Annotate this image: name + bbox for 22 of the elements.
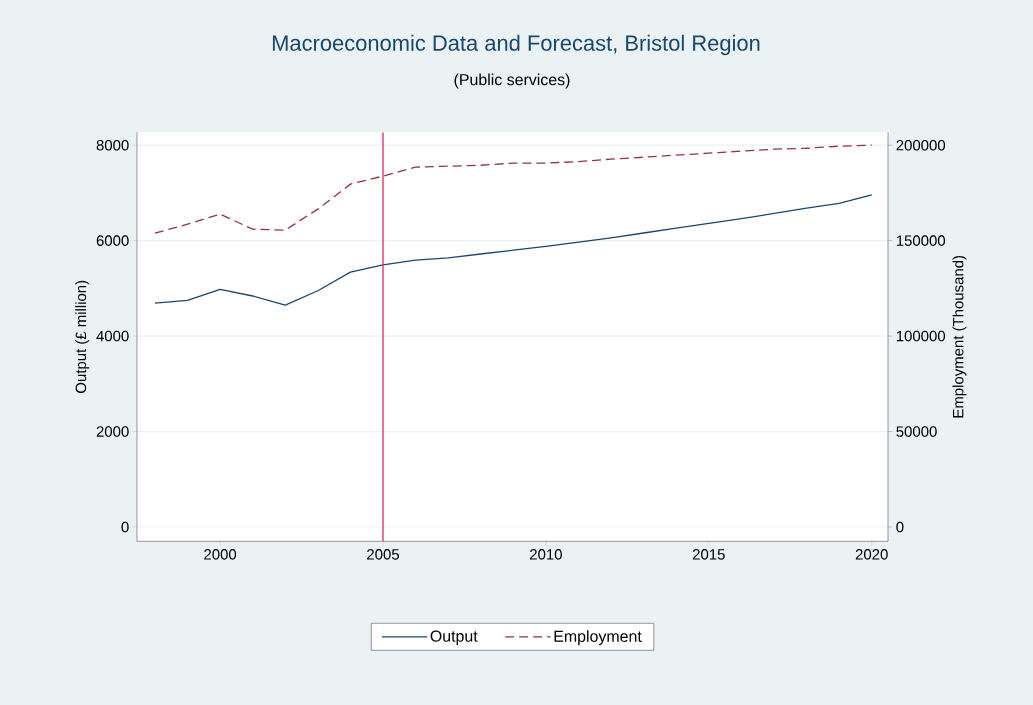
y-tick-label: 6000 (96, 235, 129, 246)
x-tick-label: 2010 (530, 549, 562, 560)
y-tick-label: 2000 (96, 426, 129, 437)
y2-tick-label: 100000 (896, 330, 946, 342)
y-tick-label: 8000 (96, 139, 129, 151)
line-series (154, 144, 873, 234)
y-axis-title: Output (£ million) (75, 280, 90, 393)
x-tick-label: 2015 (692, 549, 725, 560)
y-tick-label: 0 (121, 521, 129, 533)
y2-axis-title: Employment (Thousand) (952, 255, 967, 418)
legend-label: Employment (554, 630, 642, 646)
legend-label: Output (430, 630, 478, 645)
x-tick-label: 2020 (855, 549, 888, 560)
x-tick-label: 2005 (367, 549, 399, 560)
chart-subtitle: (Public services) (454, 73, 570, 89)
chart-title: Macroeconomic Data and Forecast, Bristol Region (272, 34, 760, 56)
x-tick-label: 2000 (204, 549, 237, 560)
y-tick-label: 4000 (96, 330, 129, 342)
y2-tick-label: 50000 (896, 426, 937, 437)
y2-tick-label: 150000 (896, 235, 946, 246)
y2-tick-label: 200000 (896, 139, 946, 151)
y2-tick-label: 0 (896, 521, 904, 533)
